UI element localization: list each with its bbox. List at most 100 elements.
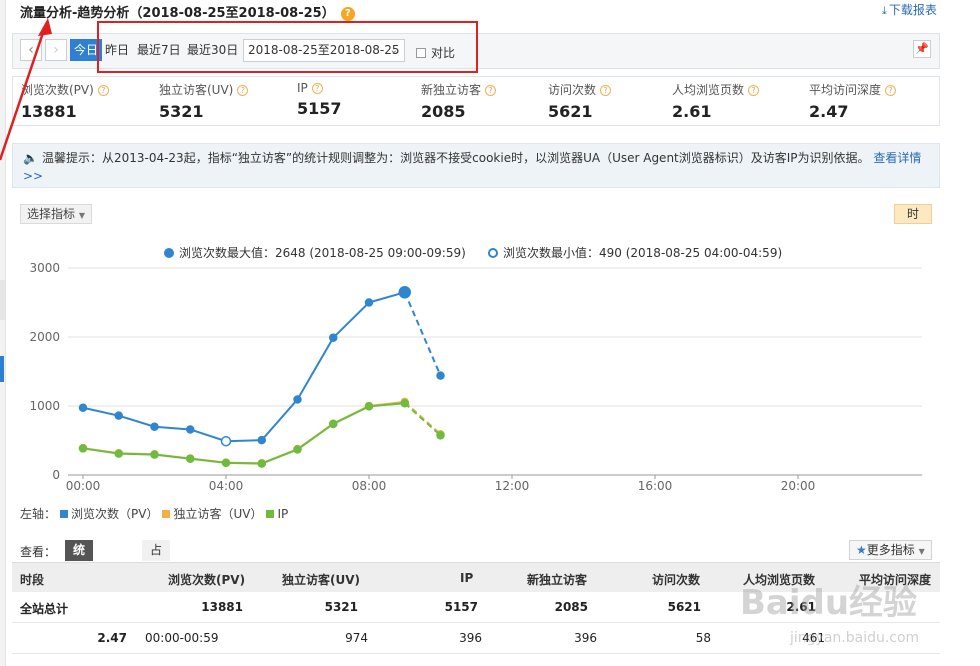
metric-label: 平均访问深度 [809,83,882,97]
legend-uv[interactable]: 独立访客（UV） [173,507,263,521]
cell-new-visitors: 58 [695,631,711,645]
metric-visits: 访问次数? 5621 [548,81,612,121]
notice-more-link[interactable]: >> [23,169,44,183]
view-label: 查看： [20,545,57,559]
last7-button[interactable]: 最近7日 [137,43,181,57]
data-point [364,298,374,307]
x-tick-label: 12:00 [495,479,530,493]
trend-chart[interactable]: 0 1000 2000 3000 00:00 04:00 08:00 12:00 16:00 20… [0,258,980,498]
uv-swatch-icon [162,510,171,518]
prev-date-button[interactable]: ‹ [20,39,42,61]
data-point [329,419,338,429]
col-header-uv[interactable]: 独立访客(UV) [282,573,361,587]
data-point [364,402,374,411]
question-icon[interactable]: ? [311,83,323,94]
metric-value: 2085 [421,102,466,121]
yesterday-button[interactable]: 昨日 [105,43,130,57]
select-metric-label: 选择指标 [27,207,76,221]
x-tick-label: 04:00 [209,479,244,493]
metric-value: 2.47 [809,102,849,121]
notice-text: 温馨提示：从2013-04-23起，指标“独立访客”的统计规则调整为：浏览器不接… [41,151,870,165]
metric-value: 2.61 [672,102,712,121]
cell-visits: 461 [802,631,825,645]
cell-visit-depth-prev: 2.47 [97,631,127,645]
left-sidebar-strip [0,0,6,666]
last30-button[interactable]: 最近30日 [187,43,239,57]
date-range-select[interactable]: 2018-08-25至2018-08-25 ⌄ [243,39,405,62]
col-header-visits[interactable]: 访问次数 [652,573,701,587]
data-point [257,459,266,468]
help-icon[interactable]: ? [340,6,355,21]
question-icon[interactable]: ? [885,85,897,96]
y-tick-label: 2000 [29,330,60,344]
series-line [82,402,405,465]
more-metrics-button[interactable]: ★更多指标 ▼ [849,540,932,560]
select-metric-dropdown[interactable]: 选择指标 ▼ [20,204,92,224]
x-tick-label: 08:00 [352,479,387,493]
metric-value: 13881 [21,102,77,121]
annotation-highlight-box [97,21,478,73]
chevron-down-icon: ⌄ [389,45,398,56]
table-row: 2.47 00:00-00:59 974 396 396 58 461 [12,623,940,654]
hour-granularity-button[interactable]: 时 [894,204,932,224]
cell-uv: 5321 [324,600,358,614]
col-header-pages-per-visitor[interactable]: 人均浏览页数 [743,573,816,587]
data-point [400,398,409,408]
col-header-new-visitors[interactable]: 新独立访客 [527,573,588,587]
question-icon[interactable]: ? [485,85,497,96]
chart-extrema-legend: 浏览次数最大值：2648 (2018-08-25 09:00-09:59) 浏览… [0,242,980,262]
metric-visit-depth: 平均访问深度? 2.47 [809,81,897,121]
data-point [150,422,159,431]
date-range-value: 2018-08-25至2018-08-25 [248,43,400,57]
col-header-visit-depth[interactable]: 平均访问深度 [859,573,932,587]
question-icon[interactable]: ? [97,85,109,96]
question-icon[interactable]: ? [237,85,249,96]
col-header-ip[interactable]: IP [460,571,474,585]
col-header-pv[interactable]: 浏览次数(PV) [168,573,246,587]
data-point [186,425,195,434]
y-tick-label: 1000 [29,399,60,413]
sidebar-active-marker [0,356,4,382]
caret-down-icon: ▼ [78,211,85,220]
download-report-link[interactable]: ⤓ 下载报表 [882,3,942,18]
data-point [114,449,123,458]
compare-checkbox[interactable]: 对比 [416,44,455,61]
metric-value: 5621 [548,102,593,121]
data-point [150,450,159,459]
legend-ip[interactable]: IP [277,507,289,521]
metric-label: 访问次数 [548,83,597,97]
tab-ratio[interactable]: 占比 [142,540,171,578]
cell-pv: 13881 [201,600,243,614]
legend-pv[interactable]: 浏览次数（PV） [71,507,159,521]
metric-new-visitors: 新独立访客? 2085 [421,81,497,121]
view-details-link[interactable]: 查看详情 [873,151,922,165]
cell-period: 全站总计 [20,602,69,616]
series-line-forecast [403,291,442,377]
x-tick-label: 16:00 [638,479,673,493]
ip-swatch-icon [266,510,275,518]
download-icon: ⤓ [882,4,887,17]
hollow-dot-icon [488,248,498,258]
pin-icon[interactable]: 📌 [913,40,931,58]
question-icon[interactable]: ? [600,85,612,96]
cell-new-visitors: 2085 [554,600,588,614]
filled-dot-icon [164,248,174,258]
today-button[interactable]: 今日 [70,39,103,61]
next-date-button[interactable]: › [45,39,67,61]
col-header-period[interactable]: 时段 [20,573,45,587]
question-icon[interactable]: ? [748,85,760,96]
data-point [293,395,302,404]
checkbox-box[interactable] [416,48,426,58]
download-label: 下载报表 [888,3,937,17]
axis-legend-prefix: 左轴： [20,507,57,521]
data-point [436,431,445,440]
more-metrics-label: 更多指标 [866,543,915,557]
data-point [114,411,123,420]
metric-uv: 独立访客(UV)? 5321 [159,81,249,121]
table-header: 时段 浏览次数(PV) 独立访客(UV) IP 新独立访客 访问次数 人均浏览页… [12,562,940,592]
data-point [329,333,338,342]
x-tick-label: 00:00 [66,479,101,493]
tab-stats-report[interactable]: 统计报表 [65,540,94,620]
speaker-icon: 🔈 [23,151,38,165]
cell-pv: 974 [345,631,368,645]
